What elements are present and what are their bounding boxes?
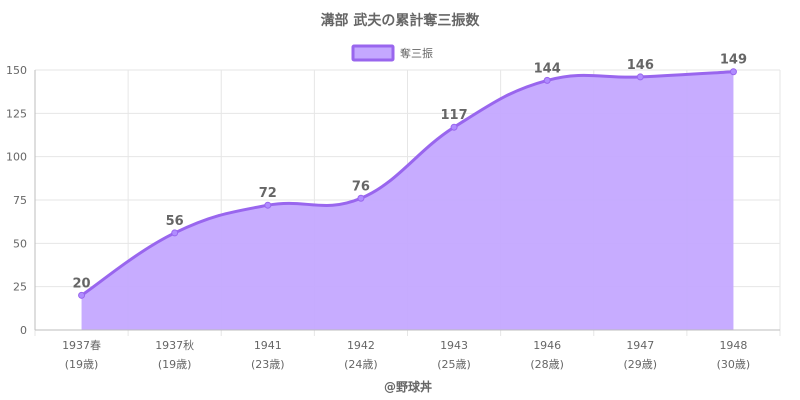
legend-swatch bbox=[351, 44, 395, 62]
x-tick-label: 1941 bbox=[254, 339, 282, 352]
series-area-fill bbox=[81, 71, 734, 330]
x-tick-label: 1937春 bbox=[62, 339, 101, 352]
data-point bbox=[357, 194, 365, 202]
data-point bbox=[450, 123, 458, 131]
data-point bbox=[636, 73, 644, 81]
x-tick-label: 1937秋 bbox=[155, 338, 194, 352]
series-area bbox=[80, 70, 734, 330]
data-labels: 20 56 72 76 117 144 146 149 bbox=[73, 53, 747, 292]
y-tick-label: 100 bbox=[6, 151, 27, 164]
data-label: 72 bbox=[259, 186, 277, 201]
legend-label: 奪三振 bbox=[400, 46, 433, 60]
x-tick-sublabel: (28歳) bbox=[530, 358, 564, 371]
y-tick-label: 50 bbox=[13, 237, 27, 250]
x-tick-label: 1942 bbox=[347, 339, 375, 352]
x-tick-label: 1948 bbox=[719, 339, 747, 352]
data-point bbox=[729, 68, 737, 76]
x-tick-label: 1946 bbox=[533, 339, 561, 352]
data-point bbox=[78, 291, 86, 299]
credit-text: @野球丼 bbox=[384, 379, 432, 394]
y-tick-label: 150 bbox=[6, 64, 27, 77]
legend[interactable]: 奪三振 bbox=[351, 44, 433, 62]
data-point bbox=[543, 76, 551, 84]
data-label: 56 bbox=[166, 214, 184, 229]
x-tick-label: 1943 bbox=[440, 339, 468, 352]
y-tick-label: 75 bbox=[13, 194, 27, 207]
x-tick-sublabel: (30歳) bbox=[717, 358, 751, 371]
data-label: 117 bbox=[440, 108, 467, 123]
series-line bbox=[80, 70, 734, 297]
x-tick-label: 1947 bbox=[626, 339, 654, 352]
series-points bbox=[78, 68, 737, 299]
y-tick-label: 25 bbox=[13, 281, 27, 294]
x-tick-sublabel: (29歳) bbox=[624, 358, 658, 371]
y-tick-label: 0 bbox=[20, 324, 27, 337]
data-point bbox=[171, 229, 179, 237]
data-label: 149 bbox=[720, 53, 747, 68]
data-label: 144 bbox=[534, 61, 561, 76]
y-tick-label: 125 bbox=[6, 107, 27, 120]
x-tick-sublabel: (23歳) bbox=[251, 358, 285, 371]
data-label: 76 bbox=[352, 179, 370, 194]
x-tick-sublabel: (25歳) bbox=[437, 358, 471, 371]
x-tick-sublabel: (24歳) bbox=[344, 358, 378, 371]
data-label: 20 bbox=[73, 276, 91, 291]
x-tick-sublabel: (19歳) bbox=[158, 358, 192, 371]
data-label: 146 bbox=[627, 58, 654, 73]
x-tick-sublabel: (19歳) bbox=[65, 358, 99, 371]
axes: 0 25 50 75 100 125 150 1937春 (19歳) 1937秋 (19歳) 1941… bbox=[6, 64, 780, 371]
chart-title: 溝部 武夫の累計奪三振数 bbox=[321, 12, 481, 29]
data-point bbox=[264, 201, 272, 209]
